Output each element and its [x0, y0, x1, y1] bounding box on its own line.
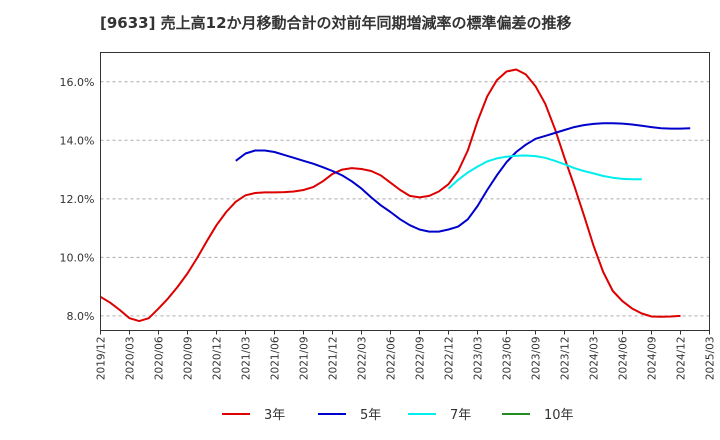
x-tick-label: 2021/12 [328, 337, 340, 381]
y-axis-ticks: 8.0% 10.0% 12.0% 14.0% 16.0% [60, 76, 95, 323]
x-tick-label: 2025/03 [705, 337, 717, 381]
y-tick-label: 12.0% [60, 193, 95, 206]
x-tick-label: 2020/06 [154, 336, 166, 380]
y-tick-label: 10.0% [60, 251, 95, 264]
series-line-3 [447, 154, 642, 190]
x-tick-label: 2023/06 [502, 336, 514, 380]
x-tick-label: 2021/09 [299, 337, 311, 381]
y-tick-label: 14.0% [60, 134, 95, 147]
x-tick-label: 2023/03 [473, 337, 485, 381]
x-axis-ticks: 2019/12 2020/03 2020/06 2020/09 2020/12 2021/… [96, 330, 717, 381]
y-tick-label: 16.0% [60, 76, 95, 89]
chart-title: [9633] 売上高12か月移動合計の対前年同期増減率の標準偏差の推移 [100, 14, 572, 32]
legend-label: 5年 [360, 408, 381, 423]
series-layer [99, 68, 691, 323]
x-tick-label: 2022/09 [415, 337, 427, 381]
x-tick-label: 2023/09 [531, 337, 543, 381]
x-tick-label: 2023/12 [560, 337, 572, 381]
x-tick-label: 2021/03 [241, 337, 253, 381]
x-tick-label: 2024/12 [676, 337, 688, 381]
x-tick-label: 2024/09 [647, 337, 659, 381]
x-tick-label: 2022/06 [386, 336, 398, 380]
x-tick-label: 2021/06 [270, 336, 282, 380]
legend-label: 3年 [264, 408, 285, 423]
x-tick-label: 2020/12 [212, 337, 224, 381]
plot-area-frame [100, 52, 710, 331]
grid-layer [100, 81, 710, 317]
x-tick-label: 2019/12 [96, 337, 108, 381]
x-tick-label: 2020/03 [125, 337, 137, 381]
x-tick-label: 2020/09 [183, 337, 195, 381]
x-tick-label: 2024/06 [618, 336, 630, 380]
legend: 3年 5年 7年 10年 [222, 408, 574, 423]
series-line-1 [99, 68, 681, 323]
x-tick-label: 2022/03 [357, 337, 369, 381]
series-line-2 [235, 122, 691, 233]
x-tick-label: 2022/12 [444, 337, 456, 381]
legend-label: 10年 [544, 408, 574, 423]
legend-label: 7年 [450, 408, 471, 423]
y-tick-label: 8.0% [67, 310, 95, 323]
x-tick-label: 2024/03 [589, 337, 601, 381]
